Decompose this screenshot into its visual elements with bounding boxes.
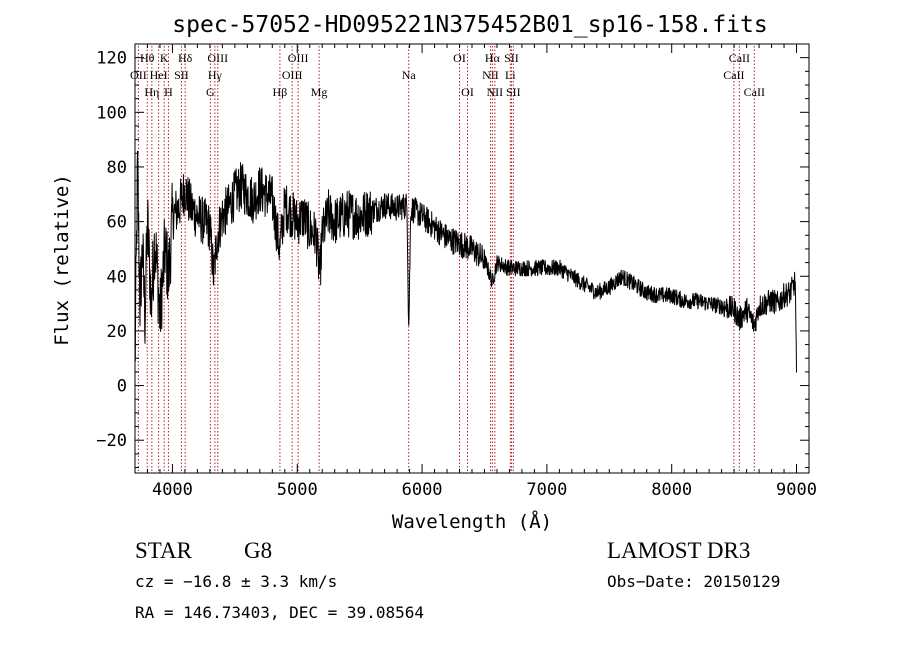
coordinates: RA = 146.73403, DEC = 39.08564: [135, 603, 424, 622]
line-marker-label: K: [160, 51, 169, 65]
chart-title: spec-57052-HD095221N375452B01_sp16-158.f…: [172, 12, 767, 38]
line-marker-label: Hδ: [178, 51, 193, 65]
line-marker-label: SII: [174, 68, 189, 82]
line-marker-label: Li: [505, 68, 516, 82]
flux-series: [134, 150, 797, 373]
observation-date: Obs−Date: 20150129: [607, 572, 781, 591]
y-tick-label: 80: [107, 158, 127, 178]
flux-line: [134, 150, 797, 373]
x-tick-label: 6000: [402, 480, 443, 500]
line-marker-label: NII: [482, 68, 499, 82]
x-tick-label: 9000: [776, 480, 817, 500]
line-marker-label: Hα: [485, 51, 501, 65]
line-marker-label: Hγ: [208, 68, 223, 82]
line-marker-label: NII: [487, 85, 504, 99]
line-marker-label: Hβ: [273, 85, 288, 99]
y-tick-label: −20: [96, 431, 127, 451]
x-tick-label: 8000: [651, 480, 692, 500]
line-marker-label: HeI: [150, 68, 168, 82]
redshift-velocity: cz = −16.8 ± 3.3 km/s: [135, 572, 338, 591]
line-marker-label: OI: [453, 51, 466, 65]
line-marker-label: Hθ: [140, 51, 155, 65]
line-marker-label: OIII: [282, 68, 303, 82]
y-tick-label: 60: [107, 213, 127, 233]
y-tick-label: 20: [107, 322, 127, 342]
line-marker-label: SII: [504, 51, 519, 65]
y-tick-label: 100: [96, 103, 127, 123]
line-marker-label: SII: [506, 85, 521, 99]
plot-frame: [134, 43, 810, 474]
object-class: STAR: [135, 538, 192, 563]
line-marker-label: Hη: [144, 85, 159, 99]
line-markers: OIIHθHηHeIKHSIIHδGHγOIIIHβOIIIOIIIMgNaOI…: [130, 46, 765, 473]
x-tick-label: 7000: [526, 480, 567, 500]
line-marker-label: OI: [461, 85, 474, 99]
x-tick-label: 5000: [277, 480, 318, 500]
line-marker-label: Na: [402, 68, 417, 82]
line-marker-label: CaII: [744, 85, 765, 99]
survey-name: LAMOST DR3: [607, 538, 751, 563]
spectrum-plot: spec-57052-HD095221N375452B01_sp16-158.f…: [51, 12, 817, 533]
axes: 4000 5000 6000 7000 8000 9000 −20 0 20 40 60 80 100 1…: [96, 44, 817, 500]
line-marker-label: H: [164, 85, 173, 99]
y-axis-label: Flux (relative): [51, 174, 73, 346]
y-tick-label: 0: [117, 377, 127, 397]
line-marker-label: CaII: [729, 51, 750, 65]
x-tick-label: 4000: [152, 480, 193, 500]
line-marker-label: OIII: [207, 51, 228, 65]
y-tick-label: 120: [96, 49, 127, 69]
line-marker-label: OII: [130, 68, 147, 82]
object-subclass: G8: [244, 538, 273, 563]
y-tick-label: 40: [107, 267, 127, 287]
line-marker-label: Mg: [311, 85, 328, 99]
line-marker-label: OIII: [288, 51, 309, 65]
x-axis-label: Wavelength (Å): [392, 510, 552, 533]
line-marker-label: CaII: [723, 68, 744, 82]
line-marker-label: G: [206, 85, 215, 99]
